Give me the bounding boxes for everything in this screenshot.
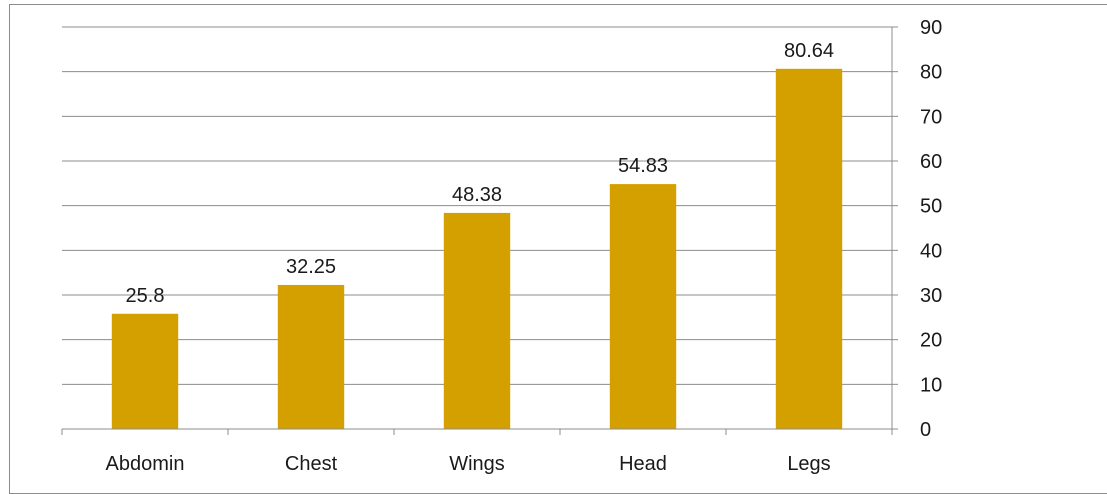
y-tick-label: 90 <box>920 17 942 39</box>
axes <box>61 26 898 435</box>
bar-head <box>609 184 677 429</box>
bar-chest <box>277 284 345 429</box>
bar-abdomin <box>111 313 179 429</box>
bar-wings <box>443 212 511 429</box>
data-label: 80.64 <box>784 40 834 62</box>
y-tick-label: 80 <box>920 62 942 84</box>
y-tick-label: 60 <box>920 151 942 173</box>
x-tick-label: Abdomin <box>106 453 185 475</box>
data-label: 54.83 <box>618 155 668 177</box>
y-tick-label: 70 <box>920 106 942 128</box>
data-label: 25.8 <box>126 285 165 307</box>
labels: 0 10 20 30 40 50 60 70 80 90 25.8 Abdomin 32.25 Chest… <box>106 17 943 475</box>
y-tick-label: 10 <box>920 374 942 396</box>
x-tick-label: Chest <box>285 453 338 475</box>
data-label: 32.25 <box>286 256 336 278</box>
y-tick-label: 20 <box>920 330 942 352</box>
y-tick-label: 40 <box>920 240 942 262</box>
data-label: 48.38 <box>452 184 502 206</box>
x-tick-label: Head <box>619 453 667 475</box>
bars <box>111 68 843 430</box>
x-tick-label: Wings <box>449 453 505 475</box>
y-tick-label: 50 <box>920 196 942 218</box>
y-tick-label: 30 <box>920 285 942 307</box>
bar-legs <box>775 68 843 430</box>
chart-frame <box>9 4 1107 494</box>
x-tick-label: Legs <box>787 453 830 475</box>
y-tick-label: 0 <box>920 419 931 441</box>
